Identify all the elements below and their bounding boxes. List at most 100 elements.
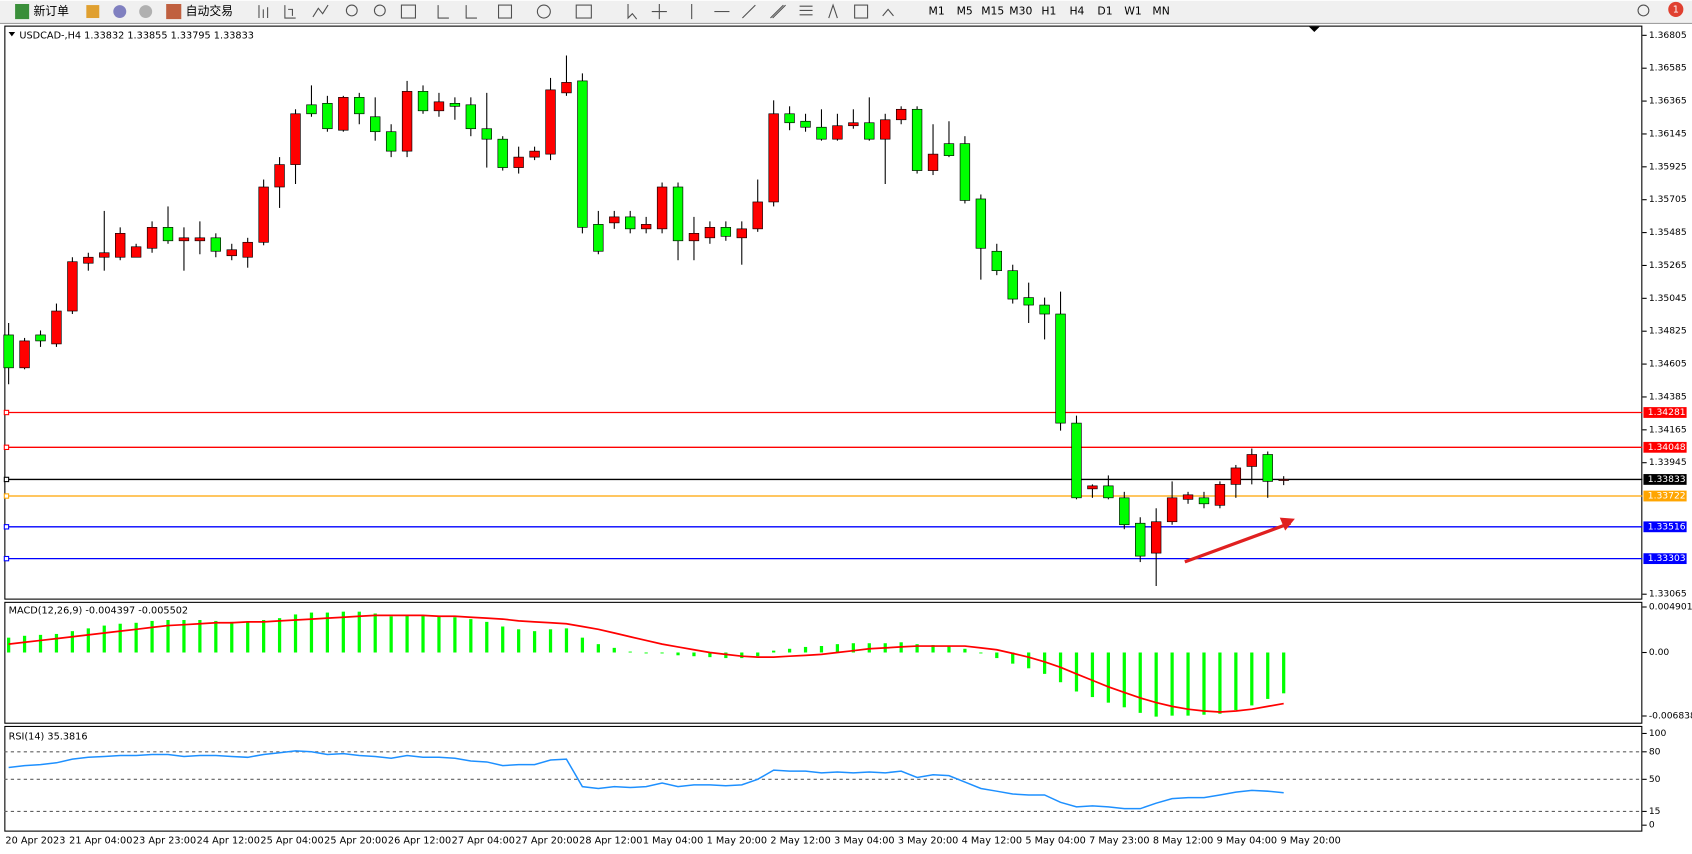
y-tick-label: 1.36805	[1649, 30, 1687, 41]
y-tick-label: 0.004901	[1649, 602, 1692, 613]
cursor-button[interactable]	[627, 4, 638, 20]
trendline-button[interactable]	[742, 4, 756, 19]
candle-body	[1230, 467, 1242, 485]
tile-button[interactable]	[400, 4, 416, 19]
y-tick-label: 1.36145	[1649, 128, 1687, 139]
candle-body	[513, 156, 524, 168]
arrows-button[interactable]	[882, 8, 894, 17]
level-label-bg	[1643, 553, 1687, 565]
candle-body	[162, 227, 174, 242]
candle-body	[959, 143, 971, 201]
candle-body	[1007, 270, 1018, 300]
templates-button[interactable]	[575, 4, 592, 19]
crosshair-button[interactable]	[651, 4, 667, 20]
y-tick-label: 0	[1649, 820, 1655, 831]
level-handle	[3, 409, 10, 416]
candle-body	[194, 237, 206, 242]
timeframe-button[interactable]: MN	[1152, 5, 1169, 18]
new-order-icon[interactable]	[15, 4, 30, 20]
new-order-button[interactable]: 新订单	[33, 4, 69, 18]
tool-icon[interactable]	[139, 5, 153, 19]
candle-body	[1182, 494, 1194, 500]
timeframe-button[interactable]: H4	[1069, 5, 1084, 18]
timeframe-button[interactable]: W1	[1124, 5, 1142, 18]
x-tick-label: 27 Apr 20:00	[515, 835, 578, 846]
indicators-button[interactable]	[497, 4, 513, 19]
candle-button[interactable]	[284, 5, 296, 19]
y-tick-label: 1.33945	[1649, 457, 1687, 468]
candle-body	[1087, 485, 1098, 490]
candle-body	[401, 91, 413, 152]
level-label-bg	[1643, 521, 1687, 533]
scroll-button[interactable]	[437, 5, 449, 19]
auto-trading-icon[interactable]	[166, 4, 182, 20]
candle-body	[465, 104, 477, 130]
candle-body	[991, 250, 1002, 272]
candle-body	[322, 102, 333, 130]
timeframe-button[interactable]: M15	[981, 5, 1004, 18]
x-tick-label: 20 Apr 2023	[5, 835, 65, 846]
candle-body	[1071, 422, 1082, 499]
x-tick-label: 1 May 20:00	[707, 835, 767, 846]
x-tick-label: 9 May 20:00	[1280, 835, 1340, 846]
timeframe-button[interactable]: M1	[929, 5, 945, 18]
annotation-arrowhead	[1279, 517, 1295, 531]
tool-icon[interactable]	[113, 5, 127, 19]
y-tick-label: 1.35265	[1649, 260, 1687, 271]
candle-body	[656, 186, 668, 230]
candle-body	[800, 120, 811, 128]
x-tick-label: 4 May 12:00	[962, 835, 1022, 846]
label-button[interactable]	[854, 4, 869, 19]
notification-count: 1	[1673, 4, 1679, 15]
x-tick-label: 3 May 04:00	[834, 835, 894, 846]
timeframe-button[interactable]: M5	[957, 5, 973, 18]
tool-icon[interactable]	[86, 5, 100, 19]
auto-trading-button[interactable]: 自动交易	[186, 4, 233, 18]
line-chart-button[interactable]	[312, 4, 329, 18]
timeframe-button[interactable]: H1	[1041, 5, 1056, 18]
level-handle	[3, 444, 10, 451]
candle-body	[895, 108, 907, 121]
search-icon[interactable]	[1637, 4, 1650, 17]
rsi-line	[8, 750, 1284, 810]
y-tick-label: -0.006838	[1649, 710, 1692, 721]
level-label: 1.33516	[1648, 521, 1686, 532]
candle-body	[306, 104, 317, 115]
y-tick-label: 1.35925	[1649, 161, 1687, 172]
text-button[interactable]	[828, 3, 838, 19]
zoom-in-button[interactable]	[345, 4, 358, 17]
level-handle	[3, 493, 10, 499]
zoom-out-button[interactable]	[373, 4, 386, 17]
bar-chart-button[interactable]	[258, 5, 269, 19]
timeframe-button[interactable]: M30	[1009, 5, 1032, 18]
fibo-button[interactable]	[799, 5, 813, 16]
level-label-bg	[1643, 474, 1687, 485]
candle-body	[274, 164, 285, 188]
candle-body	[83, 256, 94, 264]
periods-button[interactable]	[536, 4, 551, 19]
level-handle	[3, 476, 10, 483]
shift-button[interactable]	[465, 5, 477, 19]
candle-body	[1055, 313, 1066, 424]
candle-body	[417, 91, 429, 112]
candle-body	[67, 261, 78, 312]
candle-body	[115, 233, 126, 258]
timeframe-button[interactable]: D1	[1097, 5, 1112, 18]
level-label: 1.33833	[1648, 474, 1686, 485]
candle-body	[3, 334, 14, 369]
x-tick-label: 26 Apr 12:00	[388, 835, 451, 846]
candle-body	[1246, 454, 1257, 467]
level-label-bg	[1643, 407, 1687, 418]
candle-body	[848, 122, 859, 127]
channel-button[interactable]	[770, 4, 786, 19]
notification-badge[interactable]	[1668, 1, 1684, 17]
x-tick-label: 24 Apr 12:00	[197, 835, 260, 846]
candle-body	[338, 97, 349, 131]
candle-body	[1119, 497, 1130, 526]
candle-body	[1039, 304, 1050, 315]
candle-body	[975, 198, 987, 249]
candle-body	[210, 237, 222, 252]
y-tick-label: 1.35705	[1649, 194, 1687, 205]
toolbar-bg	[0, 0, 1692, 24]
